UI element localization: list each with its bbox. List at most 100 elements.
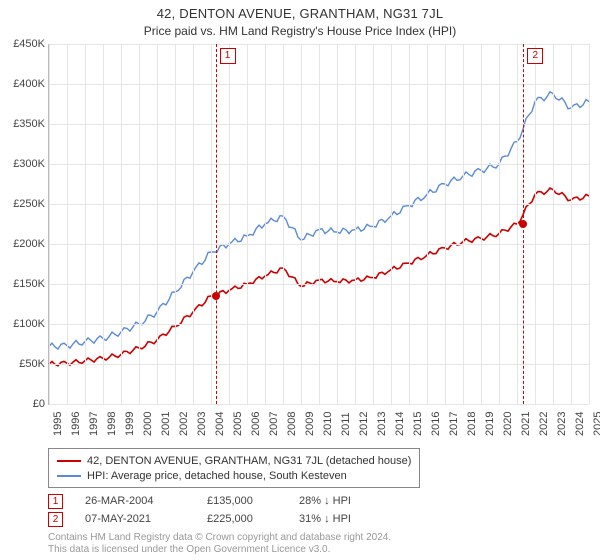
gridline-v [49, 44, 50, 404]
gridline-v [157, 44, 158, 404]
gridline-v [265, 44, 266, 404]
xtick-label: 2019 [484, 412, 496, 436]
xtick-label: 2015 [412, 412, 424, 436]
gridline-v [517, 44, 518, 404]
xtick-label: 2006 [250, 412, 262, 436]
legend-label-hpi: HPI: Average price, detached house, Sout… [87, 470, 347, 482]
legend-label-price: 42, DENTON AVENUE, GRANTHAM, NG31 7JL (d… [87, 455, 411, 467]
xtick-label: 2023 [556, 412, 568, 436]
gridline-v [355, 44, 356, 404]
xtick-label: 2010 [322, 412, 334, 436]
gridline-v [319, 44, 320, 404]
xtick-label: 2000 [142, 412, 154, 436]
gridline-v [229, 44, 230, 404]
event-box: 2 [527, 48, 543, 64]
ytick-label: £450K [5, 38, 45, 50]
ytick-label: £200K [5, 238, 45, 250]
xtick-label: 2024 [574, 412, 586, 436]
xtick-label: 2005 [232, 412, 244, 436]
gridline-v [535, 44, 536, 404]
event-delta-1: 28% ↓ HPI [299, 495, 389, 507]
xtick-label: 2002 [178, 412, 190, 436]
gridline-v [463, 44, 464, 404]
event-marker [212, 292, 220, 300]
gridline-v [391, 44, 392, 404]
xtick-label: 2007 [268, 412, 280, 436]
gridline-v [139, 44, 140, 404]
xtick-label: 1996 [70, 412, 82, 436]
gridline-v [193, 44, 194, 404]
gridline-v [337, 44, 338, 404]
legend-swatch-hpi [57, 475, 81, 477]
footer-line2: This data is licensed under the Open Gov… [48, 544, 391, 556]
ytick-label: £0 [5, 398, 45, 410]
legend-row-price: 42, DENTON AVENUE, GRANTHAM, NG31 7JL (d… [57, 453, 411, 468]
legend-row-hpi: HPI: Average price, detached house, Sout… [57, 468, 411, 483]
ytick-label: £300K [5, 158, 45, 170]
xtick-label: 1995 [52, 412, 64, 436]
xtick-label: 2017 [448, 412, 460, 436]
gridline-v [121, 44, 122, 404]
gridline-v [85, 44, 86, 404]
gridline-v [409, 44, 410, 404]
ytick-label: £150K [5, 278, 45, 290]
event-delta-2: 31% ↓ HPI [299, 513, 389, 525]
event-box: 1 [220, 48, 236, 64]
ytick-label: £50K [5, 358, 45, 370]
event-date-2: 07-MAY-2021 [85, 513, 185, 525]
event-badge-1: 1 [48, 494, 63, 509]
xtick-label: 1997 [88, 412, 100, 436]
gridline-v [373, 44, 374, 404]
event-badge-2: 2 [48, 512, 63, 527]
xtick-label: 1999 [124, 412, 136, 436]
chart-subtitle: Price paid vs. HM Land Registry's House … [0, 21, 600, 44]
gridline-v [481, 44, 482, 404]
gridline-h [49, 404, 589, 405]
gridline-v [445, 44, 446, 404]
gridline-v [301, 44, 302, 404]
event-row-1: 1 26-MAR-2004 £135,000 28% ↓ HPI [48, 492, 389, 510]
chart-title: 42, DENTON AVENUE, GRANTHAM, NG31 7JL [0, 0, 600, 21]
xtick-label: 2012 [358, 412, 370, 436]
legend: 42, DENTON AVENUE, GRANTHAM, NG31 7JL (d… [48, 448, 420, 488]
event-date-1: 26-MAR-2004 [85, 495, 185, 507]
ytick-label: £100K [5, 318, 45, 330]
xtick-label: 2025 [592, 412, 600, 436]
xtick-label: 2009 [304, 412, 316, 436]
gridline-v [247, 44, 248, 404]
gridline-v [553, 44, 554, 404]
xtick-label: 2003 [196, 412, 208, 436]
xtick-label: 2014 [394, 412, 406, 436]
plot-area: 12 [48, 44, 589, 405]
ytick-label: £350K [5, 118, 45, 130]
xtick-label: 2021 [520, 412, 532, 436]
ytick-label: £250K [5, 198, 45, 210]
xtick-label: 2008 [286, 412, 298, 436]
xtick-label: 1998 [106, 412, 118, 436]
xtick-label: 2022 [538, 412, 550, 436]
xtick-label: 2020 [502, 412, 514, 436]
xtick-label: 2004 [214, 412, 226, 436]
gridline-v [499, 44, 500, 404]
gridline-v [67, 44, 68, 404]
gridline-v [211, 44, 212, 404]
footer: Contains HM Land Registry data © Crown c… [48, 532, 391, 556]
xtick-label: 2018 [466, 412, 478, 436]
footer-line1: Contains HM Land Registry data © Crown c… [48, 532, 391, 544]
event-marker [519, 220, 527, 228]
event-price-2: £225,000 [207, 513, 277, 525]
xtick-label: 2013 [376, 412, 388, 436]
gridline-v [103, 44, 104, 404]
gridline-v [283, 44, 284, 404]
gridline-v [175, 44, 176, 404]
xtick-label: 2011 [340, 412, 352, 436]
event-row-2: 2 07-MAY-2021 £225,000 31% ↓ HPI [48, 510, 389, 528]
chart-container: 42, DENTON AVENUE, GRANTHAM, NG31 7JL Pr… [0, 0, 600, 560]
event-price-1: £135,000 [207, 495, 277, 507]
gridline-v [427, 44, 428, 404]
event-line [216, 44, 217, 404]
gridline-v [571, 44, 572, 404]
legend-swatch-price [57, 460, 81, 462]
ytick-label: £400K [5, 78, 45, 90]
xtick-label: 2001 [160, 412, 172, 436]
